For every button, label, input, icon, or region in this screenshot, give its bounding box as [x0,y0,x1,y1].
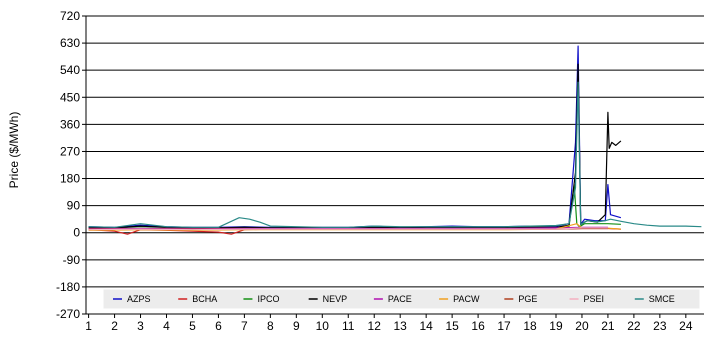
x-tick-label: 7 [241,319,248,333]
y-tick-label: 540 [60,63,80,77]
x-tick-label: 16 [471,319,485,333]
x-tick-label: 4 [163,319,170,333]
legend: AZPS BCHA IPCO NEVP PACE PACW PGE PSEI SMCE [102,288,701,310]
series-line-ipco [88,184,621,229]
x-tick-label: 9 [293,319,300,333]
x-tick-label: 21 [601,319,615,333]
legend-label-ipco: IPCO [257,294,279,304]
y-axis-label: Price ($/MWh) [7,112,21,189]
legend-label-pge: PGE [518,294,537,304]
x-tick-label: 22 [627,319,641,333]
y-tick-label: 630 [60,36,80,50]
y-tick-label: 450 [60,90,80,104]
x-tick-label: 8 [267,319,274,333]
x-tick-label: 19 [549,319,563,333]
x-tick-label: 12 [368,319,382,333]
legend-label-nevp: NEVP [323,294,348,304]
x-tick-label: 14 [419,319,433,333]
legend-label-pacw: PACW [453,294,480,304]
y-tick-labels: 720 630 540 450 360 270 180 90 0 -90 -180 -270 [56,9,80,321]
series-line-azps [88,45,622,228]
axes [82,15,704,318]
x-tick-label: 10 [316,319,330,333]
x-tick-label: 18 [523,319,537,333]
legend-box [102,288,701,310]
legend-label-azps: AZPS [127,294,151,304]
y-tick-label: -180 [56,280,80,294]
x-tick-label: 2 [111,319,118,333]
y-tick-label: 720 [60,9,80,23]
x-tick-label: 20 [575,319,589,333]
series-line-smce [88,81,702,228]
x-tick-label: 3 [137,319,144,333]
x-tick-label: 15 [445,319,459,333]
x-tick-label: 11 [342,319,355,333]
legend-label-psei: PSEI [584,294,605,304]
x-tick-label: 5 [189,319,196,333]
gridlines [86,15,704,315]
series-lines [88,45,702,235]
y-tick-label: 270 [60,144,80,158]
x-tick-label: 13 [394,319,408,333]
y-tick-label: 180 [60,172,80,186]
x-tick-label: 17 [497,319,511,333]
legend-label-bcha: BCHA [192,294,217,304]
y-tick-label: -270 [56,307,80,321]
x-tick-label: 1 [85,319,92,333]
x-tick-label: 6 [215,319,222,333]
x-tick-labels: 1 2 3 4 5 6 7 8 9 10 11 12 13 14 15 16 17 18 19 20 21 22 23 24 [85,319,693,333]
legend-label-smce: SMCE [649,294,675,304]
y-tick-label: -90 [63,253,81,267]
series-line-nevp [88,63,622,229]
legend-label-pace: PACE [388,294,412,304]
y-tick-label: 360 [60,117,80,131]
y-tick-label: 90 [67,199,81,213]
x-tick-label: 24 [679,319,693,333]
x-tick-label: 23 [653,319,667,333]
series-line-psei [88,227,608,231]
y-tick-label: 0 [73,226,80,240]
